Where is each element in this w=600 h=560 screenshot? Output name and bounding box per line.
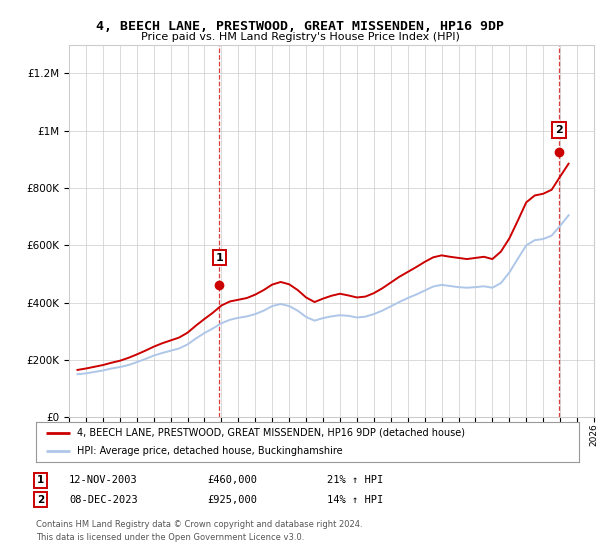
Text: 14% ↑ HPI: 14% ↑ HPI <box>327 494 383 505</box>
Text: £925,000: £925,000 <box>207 494 257 505</box>
Text: 08-DEC-2023: 08-DEC-2023 <box>69 494 138 505</box>
Text: Contains HM Land Registry data © Crown copyright and database right 2024.
This d: Contains HM Land Registry data © Crown c… <box>36 520 362 542</box>
Text: 1: 1 <box>37 475 44 486</box>
Text: 1: 1 <box>215 253 223 263</box>
Text: £460,000: £460,000 <box>207 475 257 486</box>
Text: 21% ↑ HPI: 21% ↑ HPI <box>327 475 383 486</box>
Text: 2: 2 <box>555 125 563 135</box>
Text: 2: 2 <box>37 494 44 505</box>
Text: 4, BEECH LANE, PRESTWOOD, GREAT MISSENDEN, HP16 9DP (detached house): 4, BEECH LANE, PRESTWOOD, GREAT MISSENDE… <box>77 428 465 437</box>
Text: Price paid vs. HM Land Registry's House Price Index (HPI): Price paid vs. HM Land Registry's House … <box>140 32 460 42</box>
Text: HPI: Average price, detached house, Buckinghamshire: HPI: Average price, detached house, Buck… <box>77 446 343 456</box>
Text: 12-NOV-2003: 12-NOV-2003 <box>69 475 138 486</box>
Text: 4, BEECH LANE, PRESTWOOD, GREAT MISSENDEN, HP16 9DP: 4, BEECH LANE, PRESTWOOD, GREAT MISSENDE… <box>96 20 504 33</box>
